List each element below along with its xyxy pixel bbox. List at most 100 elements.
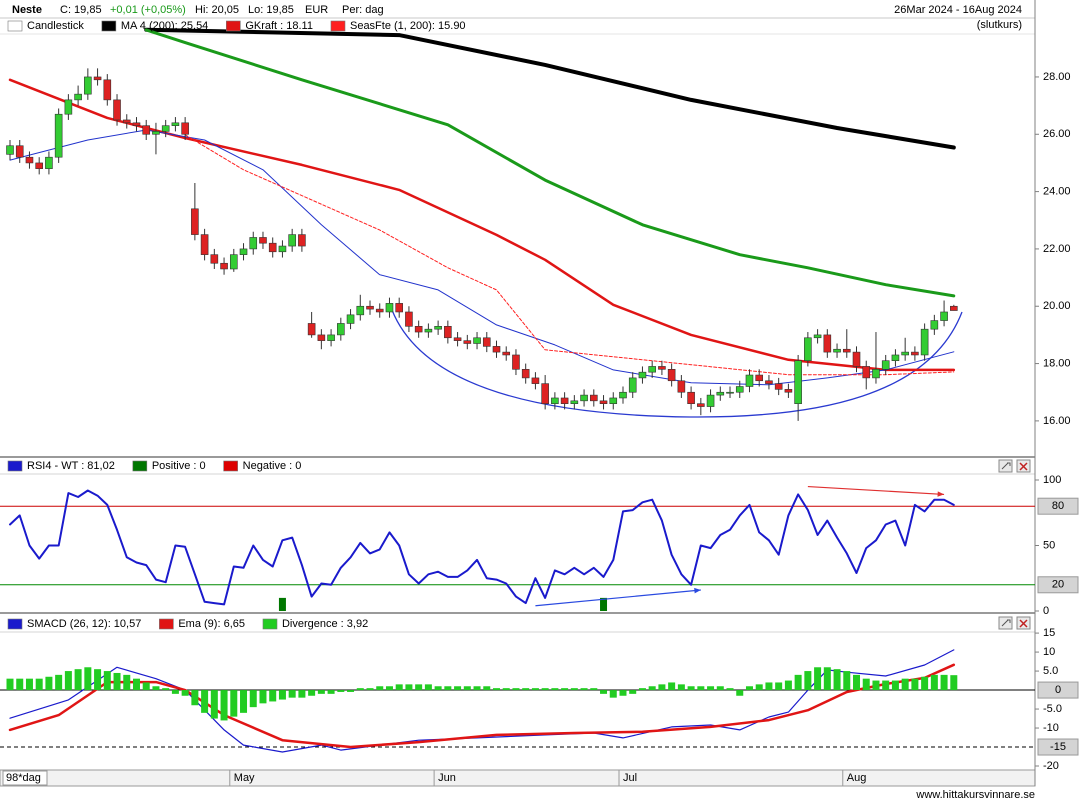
y-tick-label: 24.00 [1043, 186, 1071, 198]
bar [930, 674, 938, 691]
candle-body [288, 234, 296, 247]
candle-body [560, 397, 569, 404]
bar [570, 688, 578, 691]
candle-body [395, 303, 404, 313]
bar [35, 678, 43, 691]
line-series [9, 489, 955, 606]
candle-body [463, 340, 472, 344]
candle-body [113, 99, 121, 121]
candle-body [64, 99, 73, 115]
bar [755, 684, 763, 691]
candle-body [317, 334, 326, 341]
plot-area [0, 485, 1035, 611]
bar [590, 688, 598, 691]
legend-swatch [159, 618, 174, 630]
bar [707, 686, 715, 691]
bar [784, 680, 792, 691]
period-label: 98*dag [6, 772, 41, 784]
bar [921, 676, 929, 691]
bar [220, 690, 228, 721]
candle-body [765, 380, 773, 384]
candle-body [726, 391, 734, 394]
candle-body [74, 93, 82, 101]
bar [580, 688, 588, 691]
arrow-head [937, 491, 945, 497]
candle-body [706, 394, 715, 407]
bar [619, 690, 627, 696]
candle-body [366, 305, 374, 310]
candle-body [473, 337, 481, 344]
candle-body [638, 371, 647, 379]
candle-body [619, 391, 627, 399]
legend-label: Divergence : 3,92 [282, 618, 368, 630]
candle-body [531, 377, 540, 384]
candle-body [84, 76, 92, 95]
bar [94, 669, 102, 691]
legend-label: RSI4 - WT : 81,02 [27, 460, 115, 472]
line-series [184, 134, 955, 376]
bar [541, 688, 549, 691]
candle-body [122, 119, 131, 124]
candle-body [658, 366, 666, 370]
candle-body [307, 323, 316, 336]
candle-body [6, 145, 14, 155]
trend-arrow [807, 485, 945, 496]
reference-label-box [1037, 738, 1079, 756]
bar [356, 688, 364, 691]
reference-label: 80 [1052, 500, 1064, 512]
bar [629, 690, 637, 694]
panel-separator [0, 456, 1035, 458]
bar [64, 671, 72, 691]
legend-label: Candlestick [27, 20, 84, 32]
candle-body [881, 360, 890, 370]
line-series [144, 28, 956, 298]
candle-body [424, 328, 433, 333]
legend-label: SMACD (26, 12): 10,57 [27, 618, 141, 630]
candle-body [716, 391, 725, 396]
rsi-tools [998, 459, 1031, 473]
bar [843, 671, 851, 691]
candle-body [405, 311, 413, 327]
y-tick-label: 10 [1043, 646, 1055, 658]
bar [366, 688, 374, 691]
candle-body [152, 131, 160, 135]
bar [376, 686, 384, 691]
bar [152, 686, 160, 691]
y-tick-label: -20 [1043, 760, 1059, 772]
y-tick-label: 0 [1043, 605, 1049, 617]
candle-body [502, 351, 511, 356]
bar [775, 682, 783, 691]
bar [142, 682, 150, 691]
bar [833, 669, 841, 691]
bar [123, 674, 131, 691]
y-tick-label: 16.00 [1043, 415, 1071, 427]
candle-body [687, 391, 695, 404]
candle-body [239, 248, 248, 255]
bar [940, 674, 948, 691]
bar [74, 669, 82, 691]
candle-body [570, 400, 579, 404]
candle-body [774, 383, 783, 390]
candle-body [784, 389, 793, 393]
bar [6, 678, 14, 691]
panel-separator [0, 612, 1035, 614]
bar [210, 690, 218, 719]
legend-swatch [223, 460, 238, 472]
bar [415, 684, 423, 691]
y-tick-label: -10 [1043, 722, 1059, 734]
candle-body [677, 380, 686, 393]
bar [600, 597, 608, 611]
currency: EUR [305, 4, 328, 16]
candle-body [191, 208, 199, 235]
bar [687, 686, 695, 691]
line-series [8, 663, 956, 749]
candle-body [15, 145, 24, 158]
legend-label: Negative : 0 [243, 460, 302, 472]
candle-body [249, 237, 258, 250]
candle-body [142, 125, 151, 135]
candle-body [852, 351, 861, 367]
wrench-icon [1001, 462, 1011, 470]
plot-area [0, 649, 1035, 753]
bar [483, 686, 491, 691]
